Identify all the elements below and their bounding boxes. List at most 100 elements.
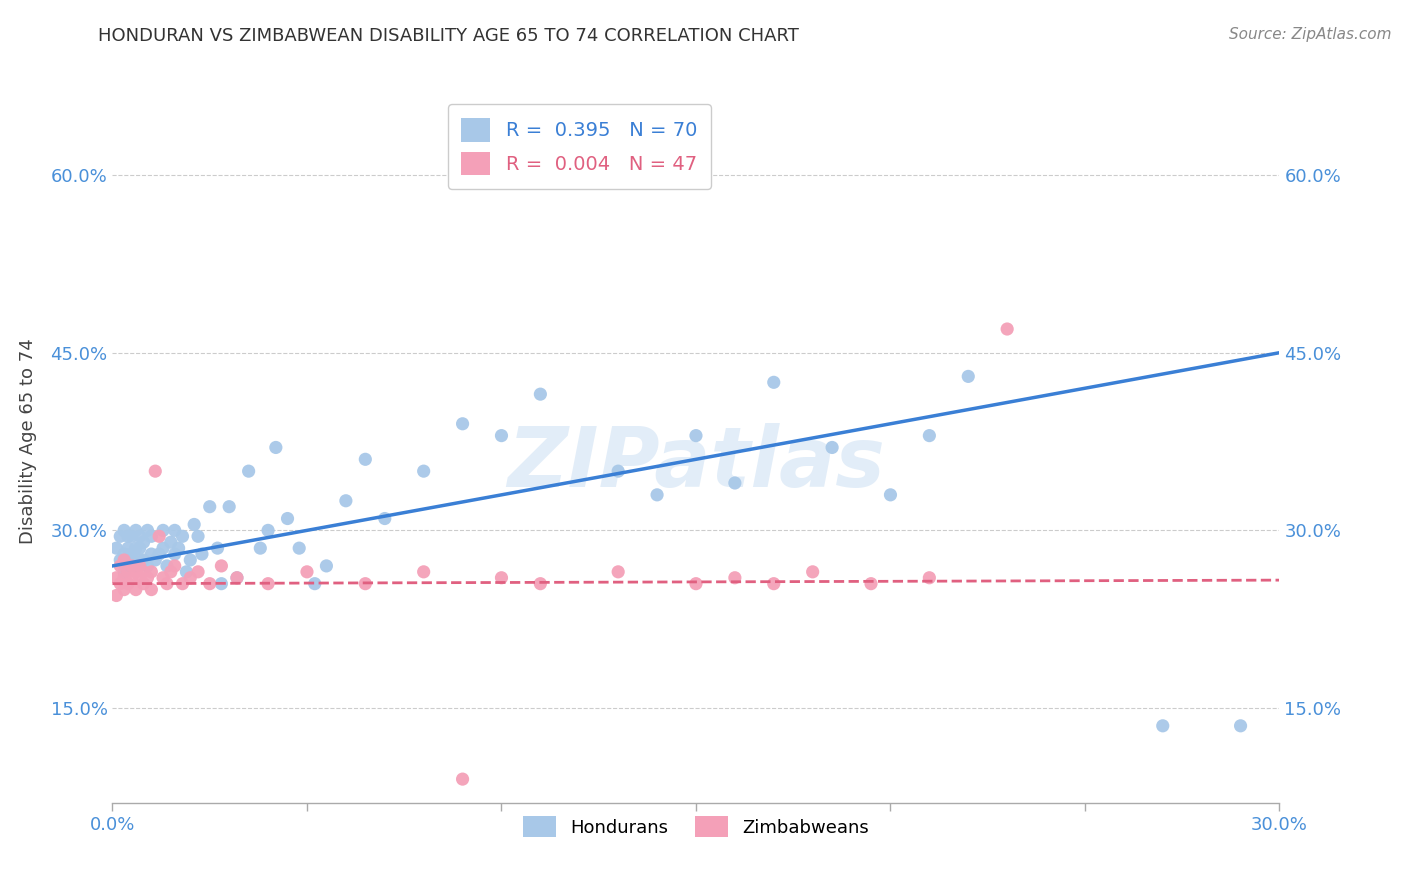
Point (412, 464, 434, 478)
Point (249, 541, 271, 556)
Point (110, 529, 132, 543)
Point (801, 565, 824, 579)
Point (167, 541, 190, 556)
Point (128, 529, 150, 543)
Point (128, 558, 150, 573)
Point (295, 565, 318, 579)
Point (110, 553, 132, 567)
Point (156, 558, 179, 573)
Point (645, 488, 668, 502)
Point (491, 428, 513, 442)
Point (121, 529, 143, 543)
Point (821, 441, 844, 455)
Point (132, 553, 155, 567)
Point (141, 582, 163, 597)
Y-axis label: Disability Age 65 to 74: Disability Age 65 to 74 (18, 339, 37, 544)
Point (685, 428, 707, 442)
Point (172, 529, 194, 543)
Point (257, 576, 280, 591)
Point (354, 452, 377, 467)
Point (136, 571, 159, 585)
Point (226, 571, 249, 585)
Point (132, 576, 155, 591)
Point (112, 524, 135, 538)
Point (121, 553, 143, 567)
Point (918, 428, 941, 442)
Point (112, 571, 135, 585)
Point (125, 558, 148, 573)
Point (117, 541, 139, 556)
Point (1152, 719, 1174, 733)
Point (209, 558, 232, 573)
Point (183, 517, 205, 532)
Point (762, 376, 785, 390)
Point (412, 565, 434, 579)
Point (218, 500, 240, 514)
Text: HONDURAN VS ZIMBABWEAN DISABILITY AGE 65 TO 74 CORRELATION CHART: HONDURAN VS ZIMBABWEAN DISABILITY AGE 65… (98, 27, 799, 45)
Point (724, 571, 747, 585)
Point (136, 524, 159, 538)
Point (110, 576, 132, 591)
Point (128, 541, 150, 556)
Point (607, 565, 630, 579)
Point (276, 511, 298, 525)
Point (374, 511, 396, 525)
Point (724, 475, 747, 490)
Point (1229, 719, 1251, 733)
Point (117, 565, 139, 579)
Point (607, 464, 630, 478)
Point (160, 565, 183, 579)
Point (172, 576, 194, 591)
Point (264, 441, 287, 455)
Point (117, 558, 139, 573)
Point (121, 558, 143, 573)
Point (198, 576, 221, 591)
Point (335, 493, 357, 508)
Point (132, 565, 155, 579)
Point (315, 558, 337, 573)
Point (105, 541, 128, 556)
Point (187, 529, 209, 543)
Point (918, 571, 941, 585)
Point (529, 576, 551, 591)
Point (112, 582, 135, 597)
Point (105, 589, 128, 603)
Point (105, 571, 128, 585)
Point (451, 417, 474, 431)
Point (156, 576, 179, 591)
Point (257, 524, 280, 538)
Point (112, 553, 135, 567)
Point (187, 565, 209, 579)
Point (762, 576, 785, 591)
Point (117, 529, 139, 543)
Point (125, 524, 148, 538)
Point (957, 369, 980, 384)
Point (160, 535, 183, 549)
Point (209, 576, 232, 591)
Text: ZIPatlas: ZIPatlas (508, 423, 884, 504)
Point (685, 576, 707, 591)
Point (125, 541, 148, 556)
Point (112, 547, 135, 561)
Point (491, 571, 513, 585)
Point (238, 464, 260, 478)
Point (141, 529, 163, 543)
Point (125, 565, 148, 579)
Point (128, 553, 150, 567)
Point (176, 565, 198, 579)
Point (451, 772, 474, 786)
Point (995, 322, 1018, 336)
Point (163, 524, 186, 538)
Point (141, 547, 163, 561)
Point (121, 547, 143, 561)
Text: Source: ZipAtlas.com: Source: ZipAtlas.com (1229, 27, 1392, 42)
Point (304, 576, 326, 591)
Point (143, 553, 166, 567)
Point (179, 571, 201, 585)
Point (117, 576, 139, 591)
Point (179, 553, 201, 567)
Point (152, 524, 174, 538)
Point (860, 576, 883, 591)
Point (152, 541, 174, 556)
Point (148, 529, 170, 543)
